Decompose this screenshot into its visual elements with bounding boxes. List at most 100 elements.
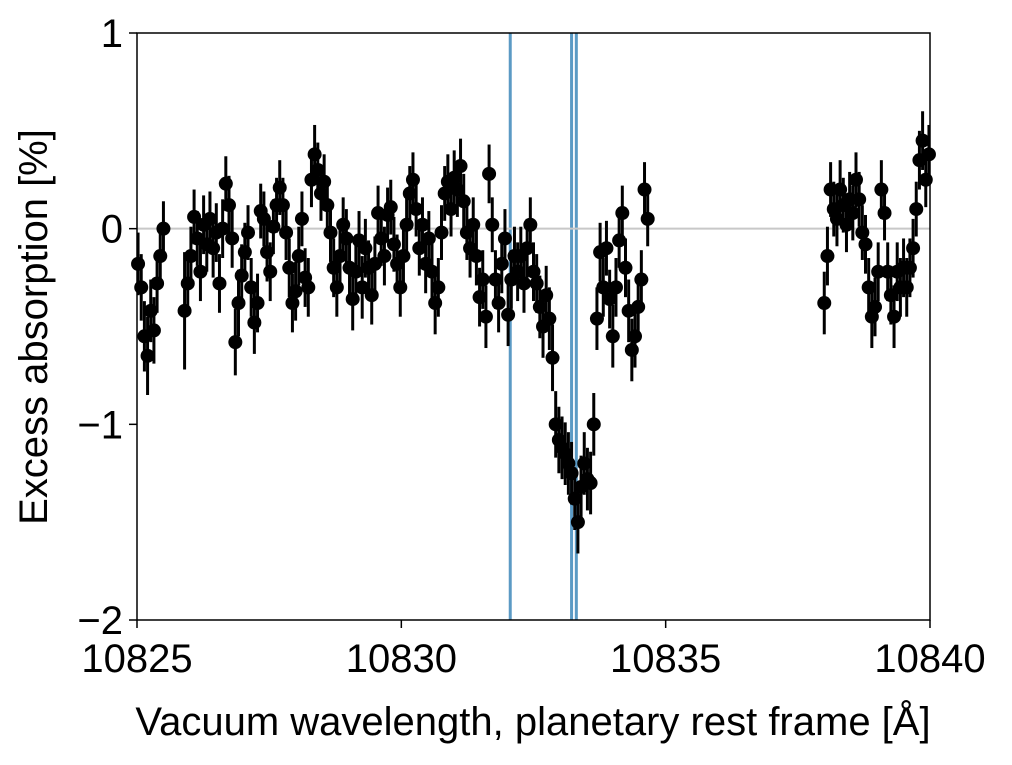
data-point: [393, 280, 408, 295]
data-point: [374, 231, 389, 246]
data-point: [434, 225, 449, 240]
y-tick-label: 1: [101, 12, 123, 56]
data-point: [848, 172, 863, 187]
data-point: [855, 225, 870, 240]
data-point: [415, 217, 430, 232]
x-tick-label: 10825: [81, 637, 192, 681]
data-point: [915, 133, 930, 148]
data-point: [150, 276, 165, 291]
axes-border: [136, 32, 931, 621]
data-point: [596, 280, 611, 295]
data-point: [317, 174, 332, 189]
data-point: [906, 241, 921, 256]
data-point: [640, 211, 655, 226]
data-point: [183, 249, 198, 264]
data-point: [405, 172, 420, 187]
data-point: [266, 219, 281, 234]
y-axis-ticks: −2 −1 0 1: [77, 12, 137, 643]
data-point: [637, 182, 652, 197]
data-point: [326, 260, 341, 275]
data-point: [424, 264, 439, 279]
data-point: [526, 264, 541, 279]
data-point: [364, 288, 379, 303]
data-point: [358, 241, 373, 256]
data-point: [336, 217, 351, 232]
data-point: [472, 290, 487, 305]
data-point: [868, 299, 883, 314]
data-point: [234, 268, 249, 283]
data-point: [631, 299, 646, 314]
data-point: [858, 237, 873, 252]
data-point: [618, 260, 633, 275]
data-point: [909, 202, 924, 217]
data-point: [599, 241, 614, 256]
data-point: [887, 309, 902, 324]
data-point: [494, 256, 509, 271]
data-point: [131, 256, 146, 271]
axes-frame: [136, 32, 931, 621]
data-point: [501, 307, 516, 322]
data-point: [845, 206, 860, 221]
data-point: [453, 159, 468, 174]
data-point: [921, 147, 936, 162]
data-point: [456, 194, 471, 209]
data-point: [377, 249, 392, 264]
data-point: [478, 309, 493, 324]
data-point: [624, 342, 639, 357]
data-point: [861, 280, 876, 295]
data-point: [348, 264, 363, 279]
data-point: [628, 329, 643, 344]
data-point: [634, 272, 649, 287]
data-point: [313, 186, 328, 201]
data-point: [817, 296, 832, 311]
data-point: [345, 292, 360, 307]
data-point: [899, 280, 914, 295]
data-point: [323, 225, 338, 240]
data-point: [602, 292, 617, 307]
data-point: [156, 221, 171, 236]
data-point: [218, 176, 233, 191]
data-point: [902, 260, 917, 275]
data-point: [272, 180, 287, 195]
data-point: [529, 276, 544, 291]
data-markers: [131, 133, 936, 530]
data-point: [140, 348, 155, 363]
data-point: [516, 276, 531, 291]
data-point: [263, 264, 278, 279]
data-point: [275, 198, 290, 213]
data-point: [367, 256, 382, 271]
data-point: [532, 299, 547, 314]
plot-area: [137, 33, 930, 620]
data-point: [615, 206, 630, 221]
data-point: [545, 350, 560, 365]
data-point: [250, 296, 265, 311]
data-point: [520, 241, 535, 256]
data-point: [437, 186, 452, 201]
data-point: [187, 209, 202, 224]
data-point: [589, 311, 604, 326]
data-point: [177, 303, 192, 318]
data-point: [206, 241, 221, 256]
data-point: [833, 182, 848, 197]
data-point: [241, 225, 256, 240]
data-point: [333, 249, 348, 264]
data-point: [466, 217, 481, 232]
data-point: [212, 276, 227, 291]
data-point: [577, 456, 592, 471]
data-point: [412, 241, 427, 256]
data-point: [256, 211, 271, 226]
data-point: [339, 231, 354, 246]
x-tick-label: 10840: [874, 637, 985, 681]
data-point: [294, 211, 309, 226]
data-point: [488, 272, 503, 287]
data-point: [231, 296, 246, 311]
data-point: [421, 231, 436, 246]
data-point: [215, 221, 230, 236]
data-point: [475, 272, 490, 287]
data-point: [431, 280, 446, 295]
data-point: [852, 192, 867, 207]
data-point: [288, 284, 303, 299]
data-point: [409, 202, 424, 217]
data-point: [469, 249, 484, 264]
